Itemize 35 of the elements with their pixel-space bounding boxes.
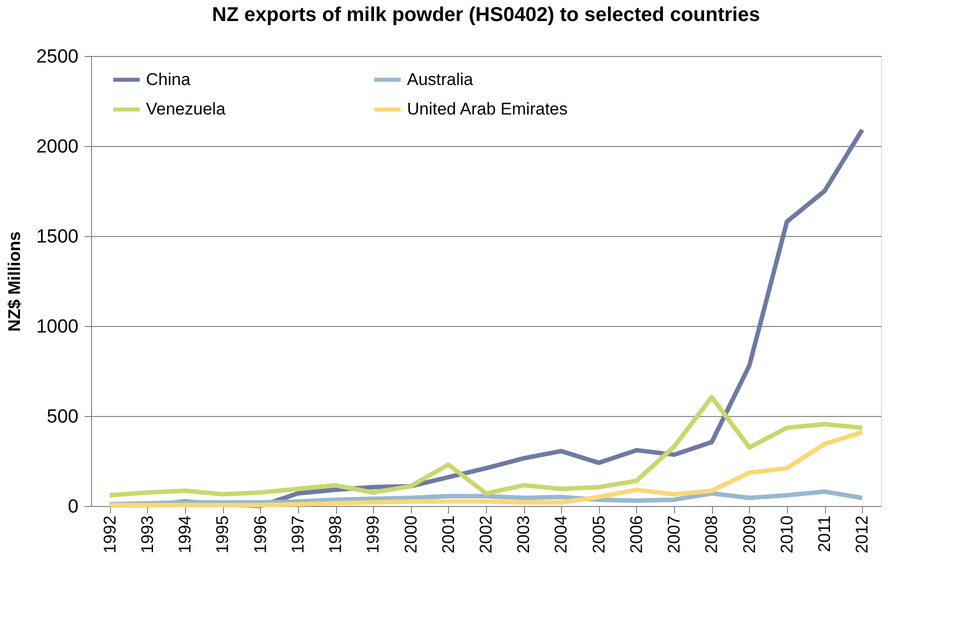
x-tick-label: 2012 xyxy=(852,516,872,554)
x-tick-label: 2000 xyxy=(401,516,420,554)
chart-title: NZ exports of milk powder (HS0402) to selected countries xyxy=(212,4,760,26)
legend-label: Australia xyxy=(407,70,474,89)
x-tick-label: 1993 xyxy=(138,516,157,554)
legend-label: China xyxy=(146,70,191,89)
y-tick-label: 0 xyxy=(68,496,78,518)
x-tick-label: 2007 xyxy=(664,516,684,554)
x-tick-label: 2004 xyxy=(552,516,571,554)
y-tick-label: 1500 xyxy=(36,226,78,248)
x-tick-label: 1995 xyxy=(213,516,232,554)
line-series xyxy=(108,430,864,508)
x-tick-label: 2003 xyxy=(514,516,534,554)
y-tick-label: 500 xyxy=(46,406,78,428)
legend-label: United Arab Emirates xyxy=(407,100,568,118)
y-axis-title: NZ$ Millions xyxy=(5,231,24,332)
x-tick-label: 2010 xyxy=(777,516,796,554)
legend-label: Venezuela xyxy=(146,100,226,118)
x-tick-label: 2001 xyxy=(438,516,458,554)
x-tick-label: 1994 xyxy=(176,516,195,554)
y-tick-label: 2000 xyxy=(36,136,78,158)
x-tick-label: 1999 xyxy=(364,516,383,554)
y-tick-label: 2500 xyxy=(36,46,78,68)
x-tick-label: 2011 xyxy=(815,516,834,552)
x-tick-label: 2002 xyxy=(476,516,496,554)
x-tick-label: 1997 xyxy=(288,516,308,554)
x-tick-label: 1998 xyxy=(326,516,346,554)
y-tick-label: 1000 xyxy=(36,316,78,338)
x-tick-label: 2006 xyxy=(626,516,646,554)
x-tick-label: 2008 xyxy=(702,516,722,554)
x-tick-label: 1996 xyxy=(250,516,270,554)
x-tick-label: 2009 xyxy=(740,516,759,554)
x-tick-label: 1992 xyxy=(100,516,120,554)
x-tick-label: 2005 xyxy=(589,516,608,554)
line-series xyxy=(108,394,864,498)
